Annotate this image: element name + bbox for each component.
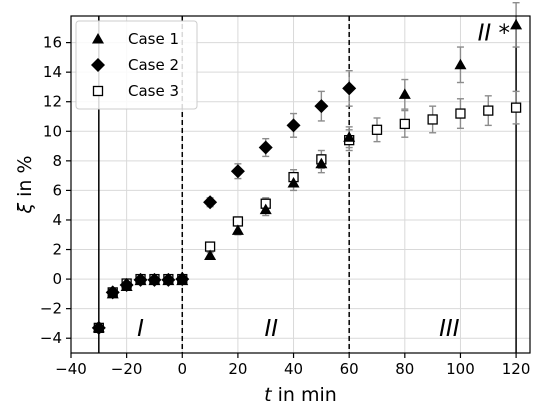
y-tick-label: −4 — [40, 329, 62, 347]
x-axis-label: t in min — [264, 384, 337, 406]
x-axis-unit: in min — [272, 384, 337, 406]
data-point-diamond — [286, 118, 301, 133]
plot-frame — [70, 15, 531, 354]
x-tick-label: 60 — [340, 360, 359, 378]
x-axis-symbol: t — [264, 384, 273, 406]
data-points — [91, 18, 523, 335]
legend-label: Case 3 — [128, 82, 179, 100]
legend-label: Case 1 — [128, 30, 179, 48]
data-point-diamond — [203, 195, 218, 210]
x-tick-label: 0 — [177, 360, 187, 378]
y-tick-label: 10 — [43, 122, 62, 140]
phase-label: II * — [478, 20, 510, 46]
data-point-triangle — [398, 88, 411, 99]
data-point-triangle — [106, 287, 119, 299]
data-point-triangle — [231, 224, 244, 235]
x-tick-label: 20 — [228, 360, 247, 378]
data-point-triangle — [454, 58, 467, 70]
y-tick-label: 12 — [43, 93, 62, 111]
data-point-triangle — [162, 274, 175, 286]
y-axis-ticks: −4 −2 0 2 4 6 8 10 12 14 16 — [40, 34, 71, 347]
y-tick-label: 14 — [43, 63, 62, 81]
y-axis-unit: in % — [14, 155, 36, 202]
x-tick-label: −40 — [55, 360, 87, 378]
data-point-triangle — [176, 274, 189, 286]
y-tick-label: 8 — [52, 152, 62, 170]
data-point-square — [455, 108, 466, 119]
x-axis-ticks: −40 −20 0 20 40 60 80 100 120 — [55, 353, 530, 378]
legend-marker-diamond — [91, 58, 105, 72]
y-tick-label: −2 — [40, 300, 62, 318]
data-point-triangle — [315, 157, 328, 169]
data-point-square — [399, 118, 410, 130]
phase-label: II — [265, 316, 279, 342]
x-tick-label: 100 — [446, 360, 475, 378]
data-point-square — [427, 114, 438, 125]
data-point-triangle — [287, 177, 300, 188]
legend-marker-square — [92, 85, 104, 97]
legend-label: Case 2 — [128, 56, 179, 74]
y-tick-label: 4 — [52, 211, 62, 229]
data-point-square — [483, 105, 494, 116]
data-point-triangle — [134, 274, 147, 286]
x-tick-label: 80 — [395, 360, 414, 378]
phase-label: III — [439, 316, 460, 342]
data-point-triangle — [120, 280, 133, 291]
phase-label: I — [137, 316, 144, 342]
y-axis-label: ξ in % — [14, 155, 36, 214]
y-axis-symbol: ξ — [14, 203, 36, 215]
data-point-triangle — [204, 249, 217, 260]
x-tick-label: 40 — [284, 360, 303, 378]
x-tick-label: 120 — [502, 360, 531, 378]
legend-box — [75, 20, 198, 110]
y-tick-label: 16 — [43, 34, 62, 52]
data-point-diamond — [314, 99, 329, 114]
legend-marker-triangle — [92, 33, 104, 44]
data-point-triangle — [259, 203, 272, 215]
y-tick-label: 6 — [52, 181, 62, 199]
data-point-triangle — [92, 321, 105, 333]
y-tick-label: 0 — [52, 270, 62, 288]
data-point-square — [371, 124, 383, 135]
data-point-triangle — [510, 18, 523, 30]
data-point-triangle — [343, 131, 356, 142]
data-point-diamond — [342, 81, 357, 96]
data-point-diamond — [258, 140, 273, 155]
data-point-triangle — [148, 274, 161, 286]
data-point-square — [510, 102, 522, 113]
data-point-diamond — [230, 164, 245, 179]
legend: Case 1 Case 2 Case 3 — [75, 20, 198, 110]
x-tick-label: −20 — [111, 360, 143, 378]
y-tick-label: 2 — [52, 241, 62, 259]
